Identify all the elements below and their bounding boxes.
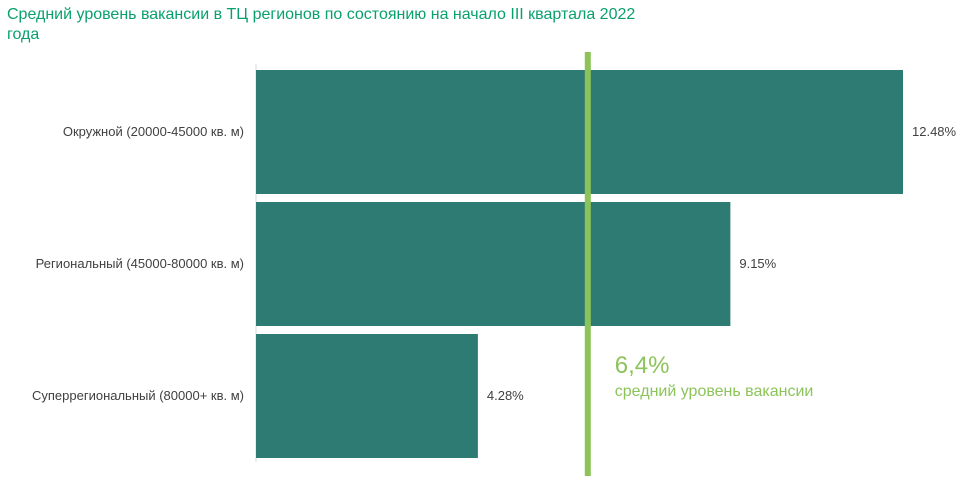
chart-title: Средний уровень вакансии в ТЦ регионов п… [7, 6, 636, 43]
value-label-2: 4.28% [487, 388, 524, 403]
value-label-0: 12.48% [912, 124, 957, 139]
category-label-0: Окружной (20000-45000 кв. м) [63, 124, 244, 139]
bar-1 [256, 202, 731, 326]
value-label-1: 9.15% [739, 256, 776, 271]
bar-0 [256, 70, 903, 194]
category-label-2: Суперрегиональный (80000+ кв. м) [32, 388, 244, 403]
bar-2 [256, 334, 478, 458]
category-label-1: Региональный (45000-80000 кв. м) [36, 256, 244, 271]
average-value-annotation: 6,4% [615, 352, 670, 379]
average-text-annotation: средний уровень вакансии [615, 383, 814, 400]
